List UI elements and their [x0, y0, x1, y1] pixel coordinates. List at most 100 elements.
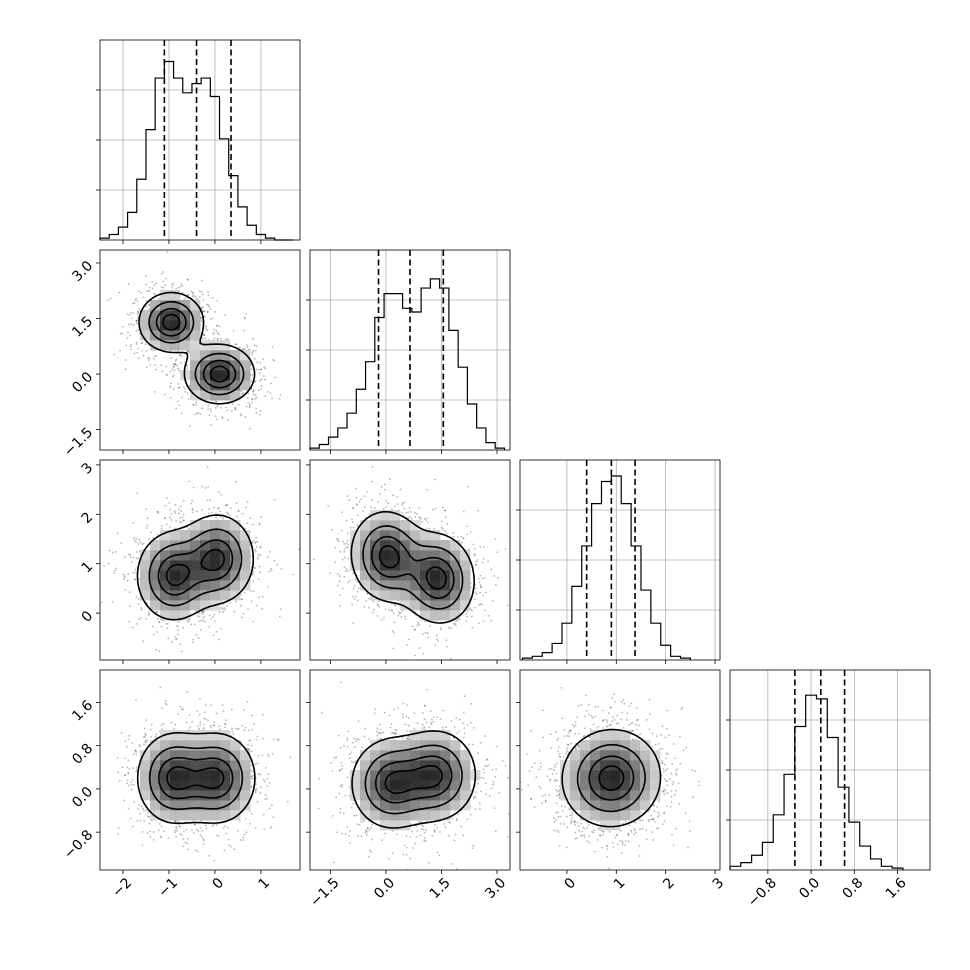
scatter-point	[254, 549, 256, 551]
scatter-point	[175, 407, 177, 409]
scatter-point	[179, 517, 181, 519]
scatter-point	[178, 404, 180, 406]
scatter-point	[331, 529, 333, 531]
scatter-point	[364, 495, 366, 497]
scatter-point	[164, 505, 166, 507]
scatter-point	[408, 517, 410, 519]
scatter-point	[457, 536, 459, 538]
scatter-point	[427, 632, 429, 634]
scatter-point	[256, 369, 258, 371]
scatter-point	[262, 358, 264, 360]
scatter-point	[214, 311, 216, 313]
scatter-point	[441, 521, 443, 523]
scatter-point	[212, 297, 214, 299]
scatter-point	[170, 357, 172, 359]
scatter-point	[356, 504, 358, 506]
scatter-point	[138, 578, 140, 580]
scatter-point	[127, 313, 129, 315]
scatter-point	[204, 311, 206, 313]
scatter-point	[416, 513, 418, 515]
scatter-point	[199, 616, 201, 618]
scatter-point	[471, 616, 473, 618]
scatter-point	[270, 568, 272, 570]
scatter-point	[178, 621, 180, 623]
scatter-point	[165, 374, 167, 376]
scatter-point	[208, 508, 210, 510]
scatter-point	[253, 540, 255, 542]
scatter-point	[240, 605, 242, 607]
scatter-point	[261, 385, 263, 387]
scatter-point	[137, 558, 139, 560]
density-cell	[380, 590, 390, 600]
scatter-point	[155, 282, 157, 284]
scatter-point	[149, 614, 151, 616]
scatter-point	[125, 359, 127, 361]
scatter-point	[148, 538, 150, 540]
scatter-point	[372, 466, 374, 468]
scatter-point	[162, 280, 164, 282]
scatter-point	[165, 366, 167, 368]
scatter-point	[219, 611, 221, 613]
scatter-point	[165, 278, 167, 280]
scatter-point	[247, 402, 249, 404]
scatter-point	[218, 835, 220, 837]
scatter-point	[207, 294, 209, 296]
density-cell	[140, 560, 150, 570]
scatter-point	[103, 565, 105, 567]
scatter-point	[480, 575, 482, 577]
scatter-point	[334, 562, 336, 564]
scatter-point	[249, 823, 251, 825]
scatter-point	[385, 506, 387, 508]
scatter-point	[414, 629, 416, 631]
histogram-step	[310, 279, 504, 450]
scatter-point	[384, 489, 386, 491]
scatter-point	[200, 413, 202, 415]
scatter-point	[401, 504, 403, 506]
scatter-point	[490, 620, 492, 622]
scatter-point	[142, 640, 144, 642]
scatter-point	[313, 559, 315, 561]
scatter-point	[219, 326, 221, 328]
scatter-point	[157, 611, 159, 613]
scatter-point	[132, 303, 134, 305]
scatter-point	[355, 488, 357, 490]
scatter-point	[224, 609, 226, 611]
scatter-point	[215, 407, 217, 409]
scatter-point	[256, 541, 258, 543]
scatter-point	[377, 615, 379, 617]
scatter-point	[258, 369, 260, 371]
scatter-point	[136, 322, 138, 324]
scatter-panel	[100, 250, 300, 450]
scatter-point	[161, 370, 163, 372]
scatter-point	[479, 592, 481, 594]
scatter-point	[389, 609, 391, 611]
scatter-point	[155, 649, 157, 651]
scatter-point	[220, 628, 222, 630]
scatter-point	[135, 541, 137, 543]
scatter-point	[179, 354, 181, 356]
scatter-point	[177, 368, 179, 370]
scatter-point	[176, 625, 178, 627]
scatter-point	[112, 552, 114, 554]
scatter-point	[251, 813, 253, 815]
scatter-point	[404, 508, 406, 510]
scatter-point	[137, 348, 139, 350]
scatter-point	[475, 564, 477, 566]
scatter-point	[235, 601, 237, 603]
density-cell	[180, 530, 190, 540]
scatter-point	[194, 295, 196, 297]
scatter-point	[414, 516, 416, 518]
scatter-point	[356, 497, 358, 499]
scatter-point	[488, 615, 490, 617]
scatter-point	[225, 723, 227, 725]
scatter-point	[418, 507, 420, 509]
scatter-point	[246, 406, 248, 408]
scatter-point	[247, 397, 249, 399]
scatter-point	[171, 284, 173, 286]
scatter-point	[166, 523, 168, 525]
scatter-point	[207, 409, 209, 411]
histogram-panel	[726, 670, 930, 870]
density-cell	[220, 590, 230, 600]
scatter-point	[178, 370, 180, 372]
scatter-point	[147, 525, 149, 527]
